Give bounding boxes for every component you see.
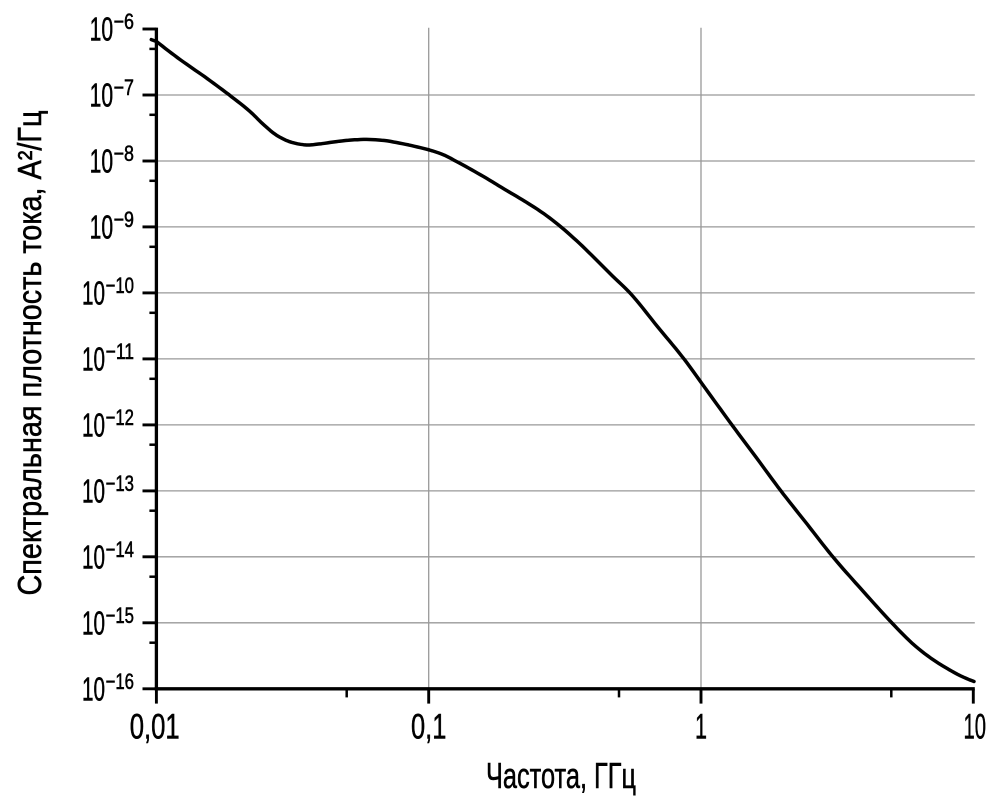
svg-text:−14: −14 [106,537,134,562]
svg-text:0,01: 0,01 [130,708,180,747]
svg-text:10: 10 [82,341,105,378]
svg-text:10: 10 [90,77,114,114]
svg-text:0,1: 0,1 [411,708,446,747]
svg-text:10: 10 [82,275,105,312]
svg-text:10: 10 [90,209,114,246]
svg-text:−13: −13 [106,471,134,496]
svg-text:10: 10 [90,11,114,48]
svg-text:10: 10 [82,538,105,575]
svg-text:Частота, ГГц: Частота, ГГц [486,755,636,796]
svg-text:−11: −11 [106,339,134,364]
svg-text:−6: −6 [114,9,134,34]
svg-text:10: 10 [82,670,105,707]
svg-text:10: 10 [82,604,105,641]
svg-text:−10: −10 [106,273,134,298]
svg-text:10: 10 [90,143,114,180]
svg-text:−9: −9 [114,207,134,232]
svg-text:10: 10 [82,473,105,510]
svg-text:−8: −8 [114,141,134,166]
svg-text:10: 10 [82,407,105,444]
svg-text:1: 1 [695,708,707,747]
svg-text:−12: −12 [106,405,134,430]
svg-text:−7: −7 [114,75,134,100]
svg-text:−16: −16 [106,669,134,694]
svg-text:−15: −15 [106,603,134,628]
svg-text:10: 10 [964,708,987,747]
svg-text:Спектральная плотность тока, А: Спектральная плотность тока, А²/Гц [11,110,48,595]
